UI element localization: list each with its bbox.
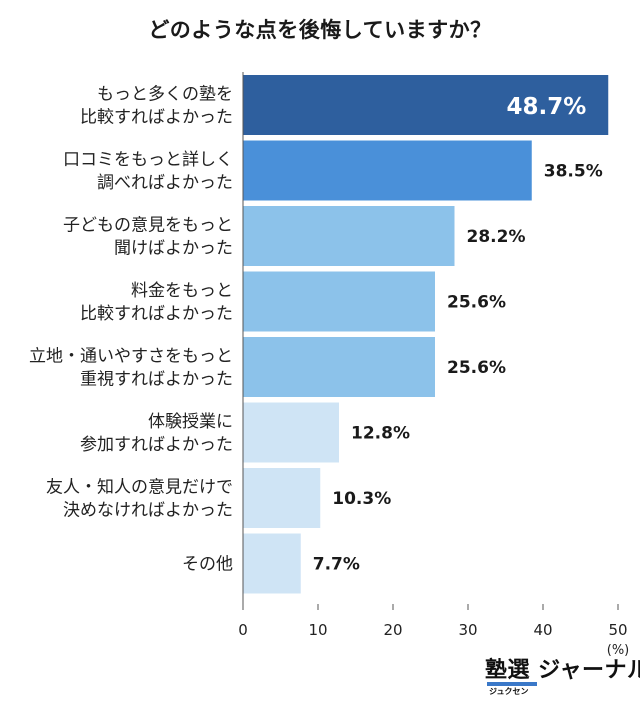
value-label-1: 48.7%	[506, 94, 586, 120]
x-unit-label: (%)	[607, 643, 630, 658]
bar-8	[243, 533, 301, 594]
value-label-2: 38.5%	[544, 162, 603, 182]
juku-sen-journal-logo: 塾選 ジャーナル ジュクセン	[485, 652, 640, 700]
logo-main-text: 塾選 ジャーナル	[485, 658, 640, 683]
x-tick-label-40: 40	[533, 621, 552, 639]
category-label-6: 体験授業に参加すればよかった	[80, 412, 233, 455]
category-label-3: 子どもの意見をもっと聞けばよかった	[63, 216, 233, 259]
x-tick-label-0: 0	[238, 621, 248, 639]
x-tick-label-50: 50	[608, 621, 627, 639]
logo-sub-text: ジュクセン	[489, 687, 529, 696]
bar-1	[243, 75, 609, 135]
value-label-5: 25.6%	[447, 358, 506, 378]
value-label-8: 7.7%	[313, 555, 360, 575]
chart-title: どのような点を後悔していますか？	[148, 18, 492, 42]
category-label-7: 友人・知人の意見だけで決めなければよかった	[46, 478, 233, 521]
x-tick-label-30: 30	[458, 621, 477, 639]
x-tick-label-10: 10	[308, 621, 327, 639]
category-label-5: 立地・通いやすさをもっと重視すればよかった	[29, 347, 233, 390]
bar-5	[243, 337, 435, 397]
value-label-6: 12.8%	[351, 424, 410, 444]
value-label-3: 28.2%	[467, 227, 526, 247]
bar-3	[243, 206, 455, 266]
bar-6	[243, 402, 339, 463]
category-label-2: 口コミをもっと詳しく調べればよかった	[63, 150, 233, 193]
bar-7	[243, 468, 321, 528]
value-label-4: 25.6%	[447, 293, 506, 313]
bar-2	[243, 140, 532, 201]
bar-4	[243, 271, 435, 332]
x-tick-label-20: 20	[383, 621, 402, 639]
value-label-7: 10.3%	[332, 489, 391, 509]
category-label-8: その他	[182, 555, 233, 575]
category-label-4: 料金をもっと比較すればよかった	[80, 281, 233, 324]
category-label-1: もっと多くの塾を比較すればよかった	[80, 84, 233, 128]
logo-accent-bar	[487, 682, 537, 686]
